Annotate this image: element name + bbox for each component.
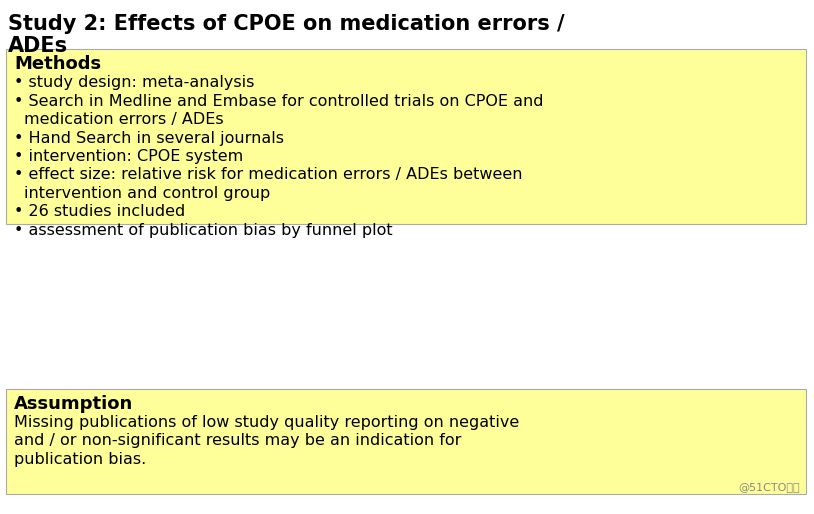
- Text: intervention and control group: intervention and control group: [24, 186, 270, 201]
- Text: • Hand Search in several journals: • Hand Search in several journals: [14, 131, 284, 145]
- FancyBboxPatch shape: [6, 389, 806, 494]
- Text: • Search in Medline and Embase for controlled trials on CPOE and: • Search in Medline and Embase for contr…: [14, 94, 544, 108]
- FancyBboxPatch shape: [6, 49, 806, 224]
- Text: @51CTO博客: @51CTO博客: [738, 482, 800, 492]
- Text: ADEs: ADEs: [8, 36, 68, 56]
- Text: Study 2: Effects of CPOE on medication errors /: Study 2: Effects of CPOE on medication e…: [8, 14, 565, 34]
- Text: publication bias.: publication bias.: [14, 452, 147, 467]
- Text: medication errors / ADEs: medication errors / ADEs: [24, 112, 224, 127]
- Text: • intervention: CPOE system: • intervention: CPOE system: [14, 149, 243, 164]
- Text: Methods: Methods: [14, 55, 101, 73]
- Text: • study design: meta-analysis: • study design: meta-analysis: [14, 75, 254, 90]
- Text: • 26 studies included: • 26 studies included: [14, 205, 186, 219]
- Text: Missing publications of low study quality reporting on negative: Missing publications of low study qualit…: [14, 415, 519, 430]
- Text: and / or non-significant results may be an indication for: and / or non-significant results may be …: [14, 433, 462, 449]
- Text: • effect size: relative risk for medication errors / ADEs between: • effect size: relative risk for medicat…: [14, 168, 523, 182]
- Text: • assessment of publication bias by funnel plot: • assessment of publication bias by funn…: [14, 223, 392, 238]
- Text: Assumption: Assumption: [14, 395, 133, 413]
